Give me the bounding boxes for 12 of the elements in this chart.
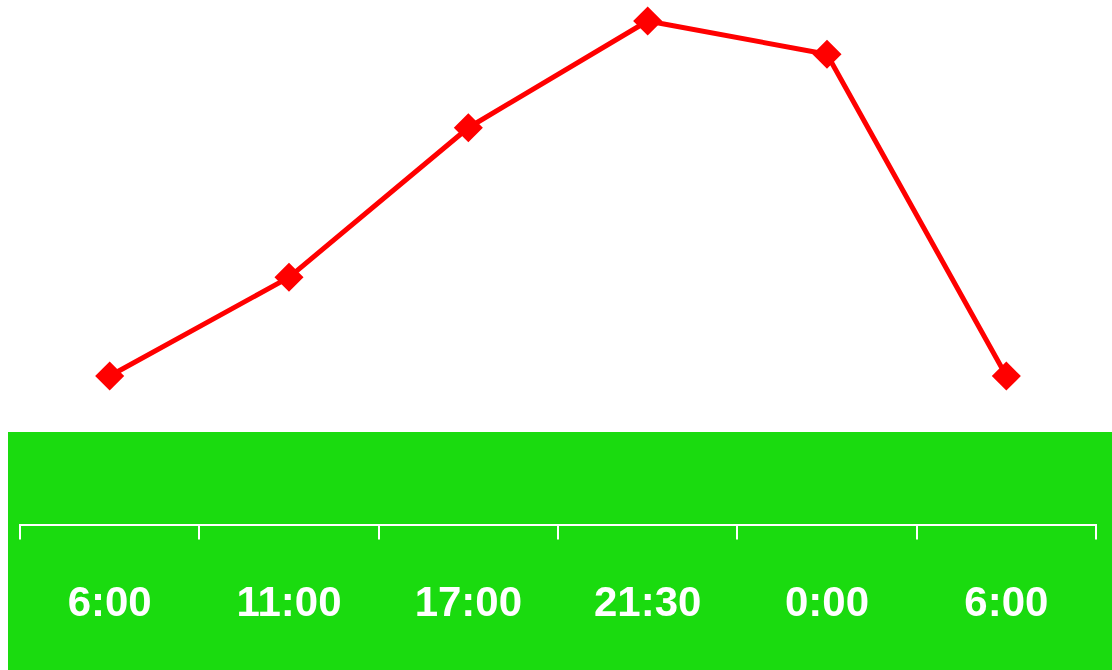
x-tick-label: 0:00: [784, 578, 870, 626]
x-tick-label: 6:00: [67, 578, 152, 626]
point: [454, 114, 482, 142]
point: [634, 7, 662, 35]
x-tick-label: 6:00: [964, 578, 1049, 626]
point: [992, 362, 1020, 390]
x-tick-label: 11:00: [236, 578, 342, 626]
point: [813, 40, 841, 68]
point: [275, 263, 303, 291]
point: [96, 362, 124, 390]
x-tick-label: 21:30: [593, 578, 702, 626]
x-tick-label: 17:00: [414, 578, 523, 626]
